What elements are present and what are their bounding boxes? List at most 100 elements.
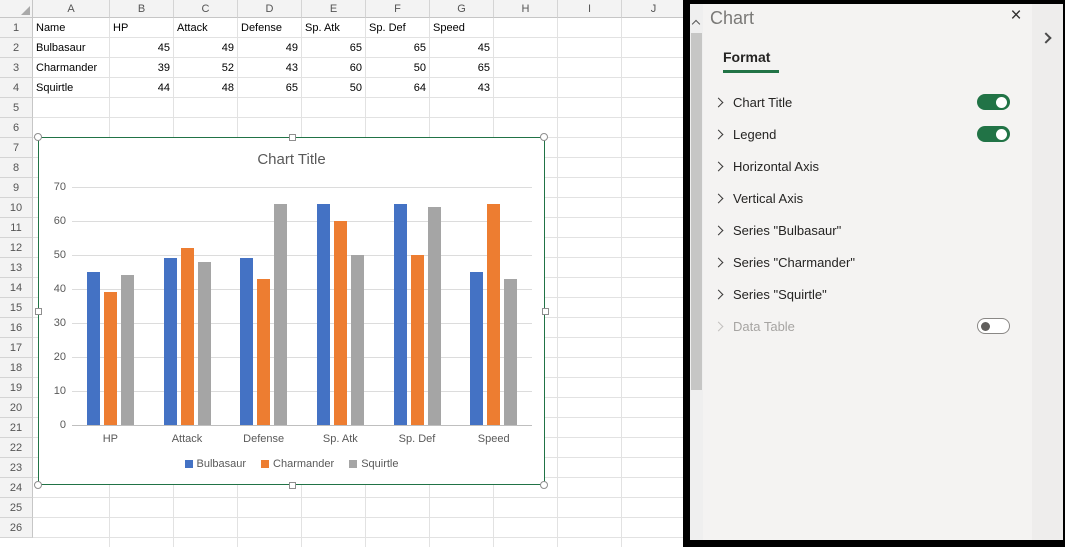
row-header-13[interactable]: 13 [0,258,33,278]
cell[interactable] [558,518,622,538]
cell[interactable] [622,238,685,258]
cell[interactable] [174,518,238,538]
bar-squirtle-hp[interactable] [120,275,134,425]
cell[interactable] [558,18,622,38]
cell[interactable] [302,118,366,138]
row-header-21[interactable]: 21 [0,418,33,438]
row-header-23[interactable]: 23 [0,458,33,478]
bar-bulbasaur-spdef[interactable] [393,204,407,425]
cell[interactable] [33,498,110,518]
bar-squirtle-attack[interactable] [197,261,211,425]
bar-bulbasaur-hp[interactable] [86,272,100,425]
cell[interactable]: 45 [430,38,494,58]
row-header-1[interactable]: 1 [0,18,33,38]
column-header-H[interactable]: H [494,0,558,18]
cell[interactable]: Sp. Def [366,18,430,38]
cell[interactable] [558,98,622,118]
cell[interactable] [430,518,494,538]
legend-toggle[interactable] [977,126,1010,142]
bar-squirtle-spdef[interactable] [427,207,441,425]
cell[interactable] [622,258,685,278]
row-header-24[interactable]: 24 [0,478,33,498]
cell[interactable] [622,438,685,458]
cell[interactable] [33,518,110,538]
cell[interactable]: Attack [174,18,238,38]
bar-bulbasaur-speed[interactable] [470,272,484,425]
bar-bulbasaur-defense[interactable] [240,258,254,425]
cell[interactable]: 65 [366,38,430,58]
legend-item-charmander[interactable]: Charmander [261,458,334,470]
cell[interactable] [238,538,302,547]
column-header-D[interactable]: D [238,0,302,18]
cell[interactable] [622,398,685,418]
cell[interactable] [622,18,685,38]
cell[interactable] [494,18,558,38]
column-header-A[interactable]: A [33,0,110,18]
cell[interactable] [622,118,685,138]
chart-resize-handle[interactable] [35,308,42,315]
cell[interactable]: 39 [110,58,174,78]
cell[interactable] [110,478,174,498]
cell[interactable] [366,118,430,138]
cell[interactable] [110,98,174,118]
cell[interactable] [622,78,685,98]
cell[interactable] [430,118,494,138]
cell[interactable] [558,338,622,358]
cell[interactable] [494,478,558,498]
cell[interactable] [302,538,366,547]
cell[interactable] [494,38,558,58]
row-header-11[interactable]: 11 [0,218,33,238]
cell[interactable]: Charmander [33,58,110,78]
cell[interactable] [238,498,302,518]
cell[interactable]: HP [110,18,174,38]
row-header-9[interactable]: 9 [0,178,33,198]
format-option-legend[interactable]: Legend [703,118,1010,150]
row-header-19[interactable]: 19 [0,378,33,398]
format-option-chart-title[interactable]: Chart Title [703,86,1010,118]
row-header-7[interactable]: 7 [0,138,33,158]
column-header-J[interactable]: J [622,0,685,18]
bar-charmander-attack[interactable] [180,248,194,425]
cell[interactable]: 43 [238,58,302,78]
cell[interactable] [494,118,558,138]
chart-resize-handle[interactable] [542,308,549,315]
data-table-toggle[interactable] [977,318,1010,334]
cell[interactable] [622,178,685,198]
cell[interactable] [622,498,685,518]
column-header-C[interactable]: C [174,0,238,18]
cell[interactable] [622,318,685,338]
row-header-10[interactable]: 10 [0,198,33,218]
cell[interactable] [494,78,558,98]
cell[interactable] [430,538,494,547]
row-header-12[interactable]: 12 [0,238,33,258]
cell[interactable]: 65 [430,58,494,78]
cell[interactable]: 49 [174,38,238,58]
cell[interactable] [366,98,430,118]
cell[interactable] [622,138,685,158]
cell[interactable] [558,478,622,498]
cell[interactable] [622,298,685,318]
select-all-corner[interactable] [0,0,33,18]
cell[interactable] [110,538,174,547]
column-header-G[interactable]: G [430,0,494,18]
cell[interactable] [622,198,685,218]
cell[interactable] [622,278,685,298]
cell[interactable]: 49 [238,38,302,58]
cell[interactable] [430,98,494,118]
cell[interactable] [622,58,685,78]
scroll-up-icon[interactable] [691,19,701,29]
cell[interactable] [174,98,238,118]
cell[interactable] [558,138,622,158]
cell[interactable] [238,98,302,118]
column-header-I[interactable]: I [558,0,622,18]
chart-object[interactable]: Chart Title 0 10 20 30 40 50 60 70 HP Attack Defen… [34,133,549,489]
row-header-6[interactable]: 6 [0,118,33,138]
cell[interactable] [622,338,685,358]
cell[interactable] [174,498,238,518]
cell[interactable] [558,238,622,258]
cell[interactable]: 43 [430,78,494,98]
cell[interactable] [558,78,622,98]
legend-item-squirtle[interactable]: Squirtle [349,458,398,470]
cell[interactable] [558,398,622,418]
cell[interactable] [622,538,685,547]
